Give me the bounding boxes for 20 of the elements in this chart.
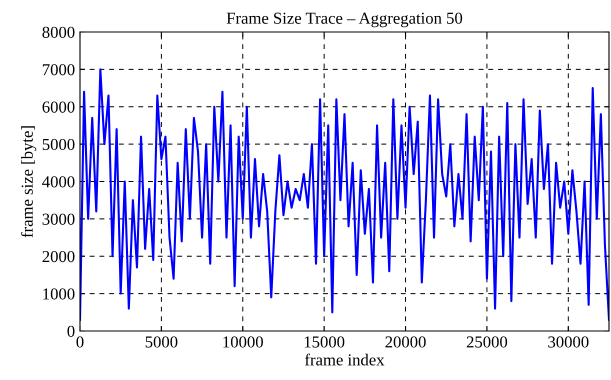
y-tick-label: 2000 [42, 250, 75, 262]
y-axis-title: frame size [byte] [20, 126, 36, 238]
x-tick-label: 20000 [385, 336, 426, 348]
x-tick-label: 25000 [466, 336, 508, 348]
x-axis-title: frame index [304, 354, 384, 366]
y-tick-label: 4000 [42, 176, 75, 188]
x-tick-label: 10000 [223, 336, 263, 348]
y-tick-label: 6000 [42, 101, 75, 113]
y-tick-label: 3000 [42, 214, 75, 225]
y-tick-label: 8000 [42, 26, 75, 38]
y-tick-label: 7000 [42, 64, 75, 76]
x-tick-label: 15000 [304, 336, 344, 348]
y-tick-label: 0 [67, 326, 75, 337]
y-tick-label: 1000 [43, 288, 75, 300]
line-series [80, 68, 609, 321]
chart-title: Frame Size Trace – Aggregation 50 [226, 12, 462, 28]
x-tick-label: 30000 [548, 336, 589, 348]
y-tick-label: 5000 [42, 138, 75, 150]
x-tick-label: 5000 [146, 336, 178, 348]
x-tick-label: 0 [76, 336, 84, 348]
